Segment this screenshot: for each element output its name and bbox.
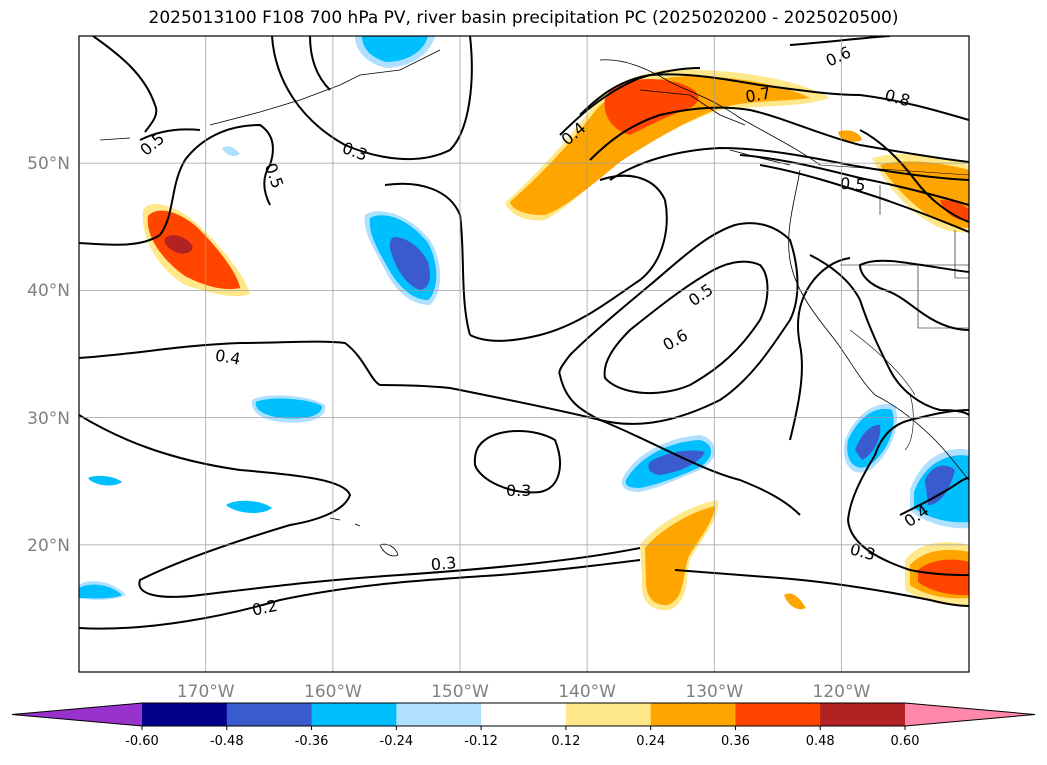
lat-label: 30°N bbox=[27, 409, 70, 429]
gridlines bbox=[79, 36, 969, 672]
lon-label: 170°W bbox=[177, 682, 235, 702]
lat-label: 40°N bbox=[27, 281, 70, 301]
latitude-labels: 20°N 30°N 40°N 50°N bbox=[27, 154, 70, 556]
colorbar-tick-label: -0.24 bbox=[380, 734, 414, 749]
lon-label: 130°W bbox=[685, 682, 743, 702]
colorbar-extend-low bbox=[12, 703, 142, 726]
colorbar-tick-label: 0.48 bbox=[806, 734, 835, 749]
colorbar-tick-label: -0.48 bbox=[210, 734, 244, 749]
colorbar-tick-label: 0.36 bbox=[721, 734, 750, 749]
colorbar-tick-label: -0.60 bbox=[125, 734, 159, 749]
lon-label: 160°W bbox=[304, 682, 362, 702]
lat-label: 50°N bbox=[27, 154, 70, 174]
colorbar-bin bbox=[820, 703, 906, 726]
colorbar-bin bbox=[226, 703, 313, 726]
colorbar-bin bbox=[142, 703, 228, 726]
colorbar-bin bbox=[565, 703, 652, 726]
colorbar-tick-label: -0.12 bbox=[464, 734, 498, 749]
lon-label: 140°W bbox=[558, 682, 616, 702]
colorbar-tick-label: -0.36 bbox=[295, 734, 329, 749]
colorbar-extend-high bbox=[905, 703, 1035, 726]
map-title: 2025013100 F108 700 hPa PV, river basin … bbox=[148, 8, 899, 28]
contour-label: 0.4 bbox=[214, 346, 242, 369]
lon-label: 120°W bbox=[813, 682, 871, 702]
colorbar-bin bbox=[735, 703, 821, 726]
colorbar-tick-label: 0.24 bbox=[636, 734, 665, 749]
contour-label: 0.3 bbox=[430, 553, 457, 574]
map-plot-area: 0.5 0.5 0.3 0.4 0.4 0.6 0.7 0.8 0.5 0.5 … bbox=[79, 36, 969, 672]
contour-label: 0.3 bbox=[506, 481, 531, 500]
colorbar-bin bbox=[650, 703, 736, 726]
map-frame bbox=[78, 35, 970, 673]
contour-label: 0.7 bbox=[744, 83, 772, 106]
colorbar-tick-label: 0.60 bbox=[891, 734, 920, 749]
precip-negative-anomalies bbox=[79, 36, 969, 600]
contour-label: 0.2 bbox=[250, 596, 279, 620]
colorbar: -0.60 -0.48 -0.36 -0.24 -0.12 0.12 0.24 0.36 0.4… bbox=[11, 702, 1036, 749]
pv-contours bbox=[79, 36, 969, 630]
lon-label: 150°W bbox=[431, 682, 489, 702]
contour-label: 0.5 bbox=[839, 174, 866, 195]
longitude-labels: 170°W 160°W 150°W 140°W 130°W 120°W bbox=[177, 682, 871, 702]
coastlines bbox=[99, 49, 969, 557]
colorbar-tick-label: 0.12 bbox=[551, 734, 580, 749]
colorbar-bin bbox=[396, 703, 482, 726]
colorbar-bin bbox=[481, 703, 567, 726]
lat-label: 20°N bbox=[27, 536, 70, 556]
colorbar-bin bbox=[311, 703, 397, 726]
